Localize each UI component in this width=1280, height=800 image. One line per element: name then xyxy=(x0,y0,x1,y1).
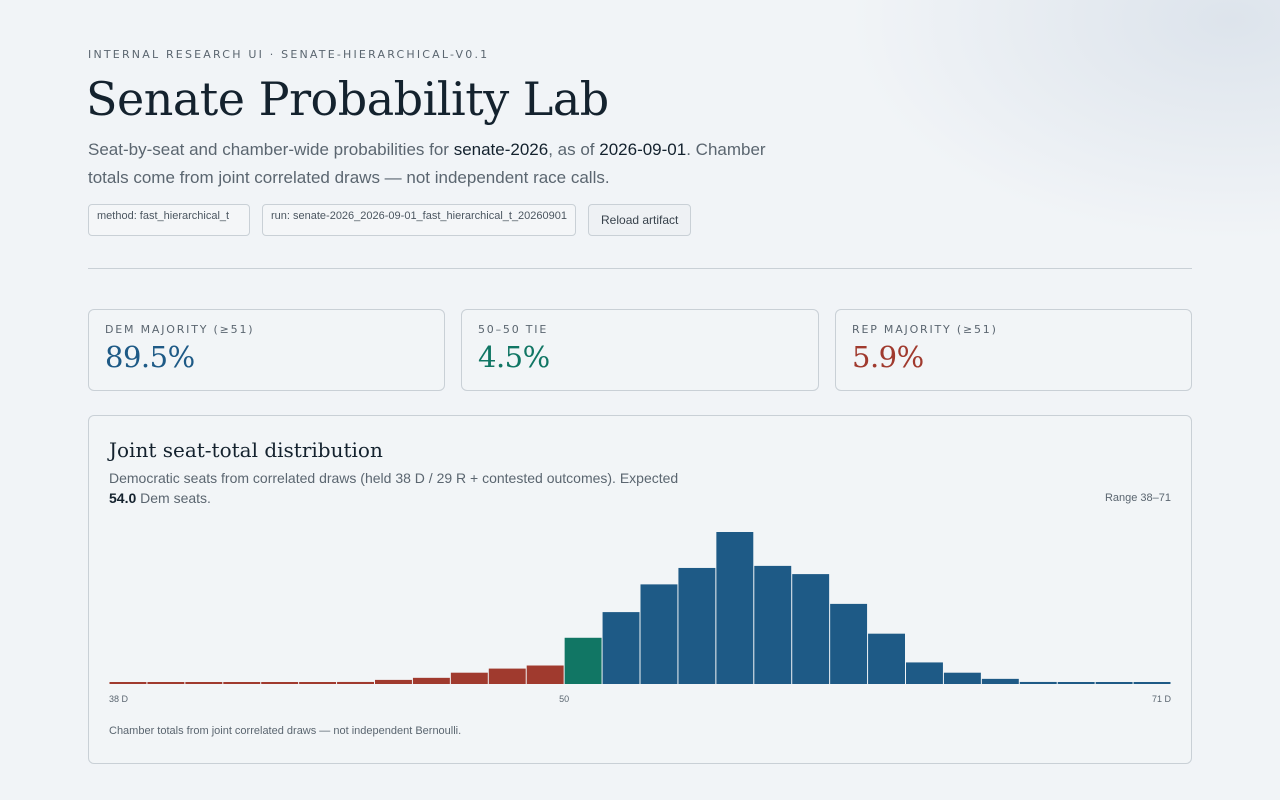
run-chip: run: senate-2026_2026-09-01_fast_hierarc… xyxy=(262,204,577,236)
artifact-chips: method: fast_hierarchical_t run: senate-… xyxy=(88,204,692,236)
histogram-bar-58 xyxy=(868,633,905,684)
as-of-date: 2026-09-01 xyxy=(599,140,687,159)
description-text: Democratic seats from correlated draws (… xyxy=(109,470,679,486)
kpi-label: REP MAJORITY (≥51) xyxy=(852,323,998,336)
x-tick-label: 71 D xyxy=(1152,694,1172,704)
histogram-bar-43 xyxy=(299,682,337,684)
histogram-bar-46 xyxy=(412,677,450,684)
subtitle-text: Seat-by-seat and chamber-wide probabilit… xyxy=(88,140,454,159)
histogram-bar-44 xyxy=(337,681,374,684)
histogram-bar-49 xyxy=(526,665,564,684)
histogram-bar-60 xyxy=(943,672,981,684)
histogram-bar-55 xyxy=(754,565,792,684)
histogram-bar-52 xyxy=(640,584,678,684)
histogram-bar-64 xyxy=(1095,682,1133,684)
seat-histogram: 38 D 50 71 D xyxy=(109,532,1172,704)
subtitle-text: . Chamber totals come from joint correla… xyxy=(88,140,766,187)
histogram-bar-51 xyxy=(602,612,640,684)
divider xyxy=(88,268,1192,269)
kpi-value: 4.5% xyxy=(478,340,550,374)
description-text: Dem seats. xyxy=(136,490,211,506)
histogram-bar-42 xyxy=(261,682,299,684)
kpi-value: 5.9% xyxy=(852,340,924,374)
histogram-bar-63 xyxy=(1057,682,1095,684)
histogram-bar-59 xyxy=(906,662,943,684)
histogram-bar-61 xyxy=(981,678,1019,684)
histogram-bar-47 xyxy=(450,672,488,684)
histogram-bar-65 xyxy=(1133,682,1171,684)
histogram-bar-39 xyxy=(147,682,185,684)
histogram-bar-38 xyxy=(109,682,147,684)
kpi-label: 50–50 TIE xyxy=(478,323,549,336)
reload-artifact-button[interactable]: Reload artifact xyxy=(588,204,692,236)
subtitle-text: , as of xyxy=(548,140,600,159)
histogram-bar-54 xyxy=(716,532,754,684)
kpi-label: DEM MAJORITY (≥51) xyxy=(105,323,255,336)
distribution-panel: Joint seat-total distribution Democratic… xyxy=(88,415,1192,764)
kpi-rep-majority: REP MAJORITY (≥51) 5.9% xyxy=(835,309,1192,391)
histogram-bar-57 xyxy=(830,603,868,684)
method-chip: method: fast_hierarchical_t xyxy=(88,204,250,236)
race-set-name: senate-2026 xyxy=(453,140,549,159)
histogram-bar-62 xyxy=(1019,681,1057,684)
kpi-dem-majority: DEM MAJORITY (≥51) 89.5% xyxy=(88,309,445,391)
distribution-note: Chamber totals from joint correlated dra… xyxy=(109,725,462,737)
x-tick-label: 50 xyxy=(559,694,569,704)
histogram-bar-45 xyxy=(375,679,412,684)
histogram-bar-53 xyxy=(678,567,716,684)
histogram-bar-50 xyxy=(564,637,602,684)
distribution-description: Democratic seats from correlated draws (… xyxy=(109,468,709,508)
histogram-bar-48 xyxy=(488,668,526,684)
histogram-bar-41 xyxy=(223,682,261,684)
distribution-title: Joint seat-total distribution xyxy=(109,438,383,462)
kpi-tie: 50–50 TIE 4.5% xyxy=(461,309,819,391)
x-tick-label: 38 D xyxy=(109,694,129,704)
kpi-value: 89.5% xyxy=(105,340,195,374)
eyebrow-label: INTERNAL RESEARCH UI · SENATE-HIERARCHIC… xyxy=(88,48,490,61)
histogram-bar-40 xyxy=(185,682,223,684)
histogram-bar-56 xyxy=(792,574,830,684)
range-label: Range 38–71 xyxy=(1104,492,1171,504)
expected-seats: 54.0 xyxy=(109,490,137,506)
page-title: Senate Probability Lab xyxy=(86,72,609,126)
page-subtitle: Seat-by-seat and chamber-wide probabilit… xyxy=(88,136,768,192)
